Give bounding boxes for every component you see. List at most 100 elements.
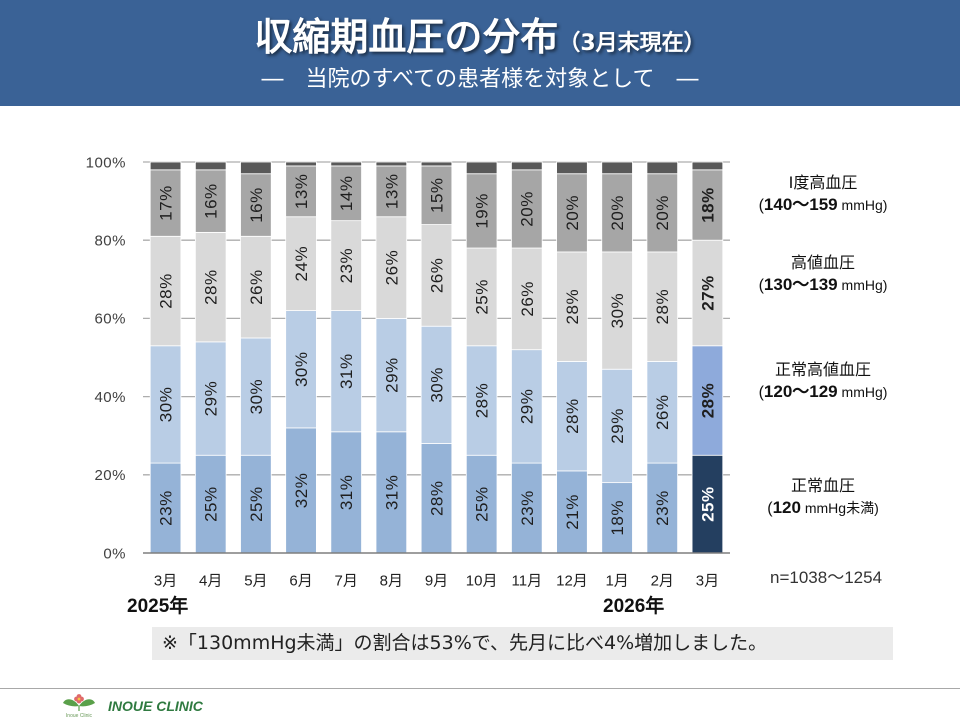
data-label: 20%	[608, 195, 627, 231]
data-label: 13%	[292, 174, 311, 210]
range-open: (	[758, 197, 764, 214]
bar-segment	[556, 470, 588, 554]
legend-label: 高値血圧	[790, 253, 855, 272]
data-label: 18%	[608, 500, 627, 536]
bar-segment	[330, 220, 362, 311]
bar: 25% 30% 26% 16%	[240, 161, 272, 554]
bar: 21% 28% 28% 20%	[556, 161, 588, 554]
data-label: 28%	[473, 383, 492, 419]
bar-segment	[646, 173, 679, 253]
data-label: 30%	[608, 293, 627, 329]
data-label: 23%	[653, 490, 672, 526]
data-label: 20%	[518, 191, 537, 227]
bar-segment	[465, 173, 498, 249]
data-label: 20%	[653, 195, 672, 231]
data-label: 13%	[382, 174, 401, 210]
x-tick-label: 5月	[244, 572, 267, 589]
range-unit: mmHg)	[837, 384, 888, 400]
legend-label: 正常血圧	[790, 476, 855, 495]
stacked-bar-chart: 0% 20% 40% 60% 80% 100% 23% 30% 28% 17% 25% 29% 28% 1…	[86, 154, 730, 589]
range-open: (	[767, 500, 773, 517]
x-tick-label: 1月	[605, 572, 628, 589]
x-tick-label: 11月	[512, 572, 543, 589]
bar-segment	[511, 169, 543, 249]
bar-segment	[420, 325, 453, 444]
bar-segment	[285, 165, 317, 218]
data-label: 26%	[653, 394, 672, 430]
data-label: 25%	[698, 486, 717, 522]
y-tick-label: 0%	[103, 545, 126, 562]
sample-size-label: n=1038〜1254	[770, 568, 883, 587]
bar-segment	[691, 345, 724, 456]
data-label: 19%	[473, 193, 492, 229]
note-box: ※「130mmHg未満」の割合は53%で、先月に比べ4%増加しました。	[152, 627, 893, 660]
bar-segment	[285, 161, 317, 167]
y-tick-label: 60%	[94, 311, 126, 328]
data-label: 26%	[382, 250, 401, 286]
x-axis: 3月 4月 5月 6月 7月 8月 9月 10月 11月 12月 1月 2月 3月	[154, 572, 719, 589]
bar-segment	[194, 161, 227, 171]
data-label: 25%	[473, 279, 492, 315]
bar-segment	[240, 337, 272, 456]
header-band: 収縮期血圧の分布（3月末現在） ― 当院のすべての患者様を対象として ―	[0, 0, 960, 106]
page-title: 収縮期血圧の分布（3月末現在）	[0, 6, 960, 61]
data-label: 30%	[292, 351, 311, 387]
bar-segment	[465, 454, 498, 554]
range-open: (	[758, 384, 764, 401]
bar-segment	[240, 454, 272, 554]
data-label: 30%	[157, 387, 176, 423]
year-label-2025: 2025年	[127, 596, 189, 617]
data-label: 30%	[427, 367, 446, 403]
data-label: 28%	[653, 289, 672, 325]
y-tick-label: 80%	[94, 232, 126, 249]
title-main: 収縮期血圧の分布	[254, 15, 559, 59]
range-value: 130〜139	[763, 275, 838, 294]
data-label: 32%	[292, 473, 311, 509]
bar-segment	[149, 462, 182, 554]
bar: 18% 29% 30% 20%	[601, 161, 633, 554]
data-label: 15%	[427, 177, 446, 213]
range-open: (	[758, 277, 764, 294]
y-axis: 0% 20% 40% 60% 80% 100%	[86, 154, 126, 562]
y-tick-label: 100%	[86, 154, 126, 171]
page-subtitle: ― 当院のすべての患者様を対象として ―	[261, 67, 699, 92]
data-label: 28%	[563, 398, 582, 434]
bar-segment	[511, 161, 543, 171]
data-label: 26%	[427, 258, 446, 294]
data-label: 29%	[202, 381, 221, 417]
logo-text: Inoue Clinic	[66, 713, 93, 719]
data-label: 25%	[473, 486, 492, 522]
bar: 25% 29% 28% 16%	[194, 161, 227, 554]
data-label: 20%	[563, 195, 582, 231]
bar-segment	[646, 361, 679, 464]
bar-segment	[646, 251, 679, 362]
bar-segment	[375, 161, 408, 167]
bar: 23% 26% 28% 20%	[646, 161, 679, 554]
footer-divider	[0, 688, 960, 689]
data-label: 23%	[337, 248, 356, 284]
legend-item-stage1-hypertension: Ⅰ度高血圧 (140〜159 mmHg)	[735, 172, 911, 217]
data-label: 29%	[382, 357, 401, 393]
bar-highlighted: 25% 28% 27% 18%	[691, 161, 724, 554]
data-label: 29%	[518, 389, 537, 425]
bar-segment	[240, 235, 272, 339]
bar: 23% 29% 26% 20%	[511, 161, 543, 554]
bar-segment	[691, 239, 724, 347]
bar-segment	[285, 427, 317, 554]
legend-range: (130〜139 mmHg)	[735, 274, 911, 297]
bar-segment	[285, 216, 317, 311]
bar-segment	[194, 231, 227, 343]
bar-segment	[149, 161, 182, 171]
bar-segment	[646, 161, 679, 175]
data-label: 28%	[698, 383, 717, 419]
data-label: 29%	[608, 408, 627, 444]
data-label: 24%	[292, 246, 311, 282]
data-label: 16%	[247, 187, 266, 223]
legend-label: Ⅰ度高血圧	[788, 173, 858, 192]
x-tick-label: 10月	[466, 572, 498, 589]
bar: 25% 28% 25% 19%	[465, 161, 498, 554]
x-tick-label: 6月	[289, 572, 312, 589]
bar-segment	[511, 247, 543, 351]
bar-segment	[420, 224, 453, 327]
x-tick-label: 4月	[199, 572, 222, 589]
